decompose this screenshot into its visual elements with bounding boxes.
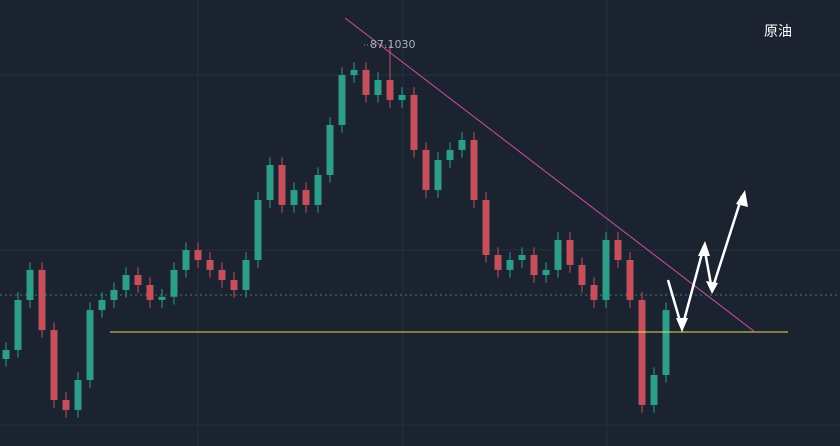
- candle-body: [650, 374, 658, 405]
- candle-body: [266, 165, 274, 201]
- candle-body: [50, 330, 58, 401]
- candle-body: [530, 255, 538, 276]
- candle-body: [350, 69, 358, 76]
- candle-body: [62, 400, 70, 410]
- candle-body: [182, 250, 190, 270]
- candle-body: [362, 69, 370, 95]
- candle-body: [626, 259, 634, 300]
- candle-body: [134, 275, 142, 286]
- candle-body: [254, 200, 262, 260]
- candle-body: [638, 299, 646, 405]
- candle-body: [518, 255, 526, 260]
- candle-body: [434, 160, 442, 191]
- candle-body: [2, 349, 10, 359]
- arrow-head: [736, 190, 748, 207]
- candle-body: [374, 80, 382, 95]
- arrow-head: [698, 241, 710, 256]
- annotation-label: 87.1030: [370, 38, 416, 51]
- candle-body: [230, 280, 238, 290]
- candle-body: [482, 200, 490, 256]
- arrow-head: [706, 281, 718, 294]
- candle-body: [14, 299, 22, 350]
- candle-body: [38, 269, 46, 331]
- candle-body: [194, 250, 202, 260]
- candle-body: [98, 299, 106, 311]
- candle-body: [494, 255, 502, 270]
- candle-body: [578, 264, 586, 286]
- candle-body: [542, 269, 550, 276]
- candle-body: [302, 190, 310, 205]
- candle-body: [614, 239, 622, 260]
- candle-body: [314, 174, 322, 205]
- candle-body: [170, 269, 178, 297]
- candle-body: [278, 165, 286, 205]
- candle-body: [86, 310, 94, 380]
- candle-body: [326, 124, 334, 175]
- candle-body: [242, 259, 250, 290]
- chart-title: 原油: [764, 24, 792, 40]
- candle-body: [566, 239, 574, 265]
- candle-body: [122, 275, 130, 290]
- candle-body: [662, 310, 670, 375]
- arrow-head: [676, 318, 688, 332]
- candle-body: [206, 259, 214, 270]
- candle-body: [602, 239, 610, 300]
- candle-body: [410, 94, 418, 150]
- trend-line: [344, 17, 756, 333]
- candle-body: [158, 296, 166, 300]
- candle-body: [146, 285, 154, 300]
- candle-body: [458, 140, 466, 150]
- candle-body: [26, 269, 34, 300]
- candle-body: [506, 259, 514, 270]
- candle-body: [554, 239, 562, 270]
- arrow-heads: [676, 190, 748, 332]
- candle-body: [590, 285, 598, 300]
- candle-body: [74, 379, 82, 410]
- candle-body: [386, 80, 394, 100]
- candle-body: [446, 149, 454, 161]
- candles: [2, 45, 670, 418]
- candle-body: [422, 149, 430, 191]
- candle-body: [470, 140, 478, 201]
- candle-body: [218, 269, 226, 281]
- candle-body: [110, 289, 118, 300]
- candle-body: [338, 75, 346, 125]
- candle-body: [398, 94, 406, 100]
- candle-body: [290, 190, 298, 205]
